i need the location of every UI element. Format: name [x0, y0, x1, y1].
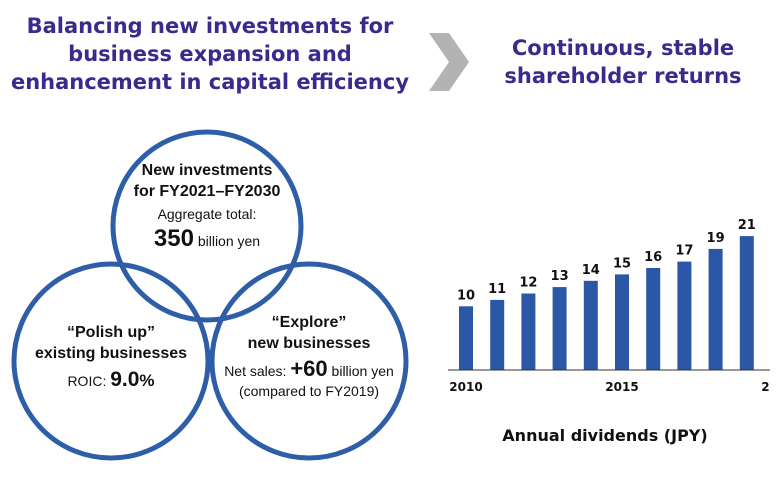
left-circle-metric-row: ROIC: 9.0%	[16, 368, 206, 392]
left-headline-line-1: Balancing new investments for	[26, 14, 394, 38]
data-label-2019: 21	[738, 218, 756, 233]
right-circle-note: (compared to FY2019)	[238, 383, 380, 399]
top-circle-line-2: for FY2021–FY2030	[133, 183, 281, 200]
right-circle-line-1: “Explore”	[271, 314, 347, 331]
data-label-2015: 15	[613, 256, 631, 271]
data-label-2011: 11	[488, 282, 506, 297]
data-label-2016: 16	[644, 250, 662, 265]
x-tick-label-2020: 2020	[761, 380, 770, 394]
data-label-2017: 17	[675, 244, 693, 259]
top-circle-unit: billion yen	[193, 233, 261, 249]
chart-caption: Annual dividends (JPY)	[502, 426, 708, 445]
left-circle-value: 9.0	[110, 368, 140, 391]
venn-diagram	[11, 129, 409, 461]
left-headline-line-3: enhancement in capital efficiency	[10, 70, 410, 94]
x-tick-label-2015: 2015	[605, 380, 638, 394]
left-circle	[11, 261, 211, 461]
bar-2017	[677, 261, 692, 370]
bars-layer: 10 11 12 13 14 15 16 17 19 21 22	[457, 212, 770, 371]
data-label-2013: 13	[551, 269, 569, 284]
right-headline-line-2: shareholder returns	[504, 64, 742, 88]
bar-2018	[708, 248, 723, 370]
top-circle	[110, 129, 304, 323]
data-label-2020: 22	[769, 212, 770, 227]
top-circle-line-3: Aggregate total:	[157, 206, 257, 222]
chevron-right-arrow-icon	[429, 33, 469, 91]
left-circle-metric-label: ROIC:	[67, 373, 111, 389]
bar-2010	[459, 306, 473, 371]
left-headline: Balancing new investments for business e…	[0, 12, 420, 96]
left-circle-unit: %	[139, 371, 155, 390]
right-circle-metric-row: Net sales: +60 billion yen	[209, 356, 409, 382]
x-tick-label-2010: 2010	[449, 380, 482, 394]
left-circle-line-2: existing businesses	[34, 345, 188, 362]
left-circle-line-1: “Polish up”	[67, 324, 155, 341]
bar-2011	[490, 299, 505, 370]
right-circle-line-2: new businesses	[247, 335, 371, 352]
left-circle-text: “Polish up” existing businesses ROIC: 9.…	[16, 322, 206, 392]
right-circle-metric-label: Net sales:	[224, 363, 291, 379]
data-label-2012: 12	[519, 276, 537, 291]
data-label-2010: 10	[457, 288, 475, 303]
right-circle-value: +60	[290, 356, 328, 381]
left-headline-line-2: business expansion and	[68, 42, 352, 66]
bar-2016	[646, 268, 661, 370]
top-circle-text: New investments for FY2021–FY2030 Aggreg…	[112, 160, 302, 253]
data-label-2014: 14	[582, 263, 600, 278]
bar-2013	[552, 287, 567, 370]
right-circle-unit: billion yen	[327, 363, 394, 379]
right-headline-line-1: Continuous, stable	[511, 36, 735, 60]
right-circle	[209, 261, 409, 461]
dividends-bar-chart: 10 11 12 13 14 15 16 17 19 21 22 2010 2015 2020	[448, 212, 770, 394]
top-circle-line-1: New investments	[141, 162, 273, 179]
top-circle-value: 350	[153, 225, 194, 252]
top-circle-value-row: 350 billion yen	[112, 225, 302, 253]
right-headline: Continuous, stable shareholder returns	[478, 34, 768, 90]
data-label-2018: 19	[707, 231, 725, 246]
right-circle-text: “Explore” new businesses Net sales: +60 …	[209, 312, 409, 401]
bar-2012	[521, 293, 536, 370]
bar-2014	[583, 280, 598, 371]
x-tick-labels: 2010 2015 2020	[449, 380, 770, 394]
bar-2015	[615, 274, 629, 370]
bar-2019	[739, 236, 754, 370]
